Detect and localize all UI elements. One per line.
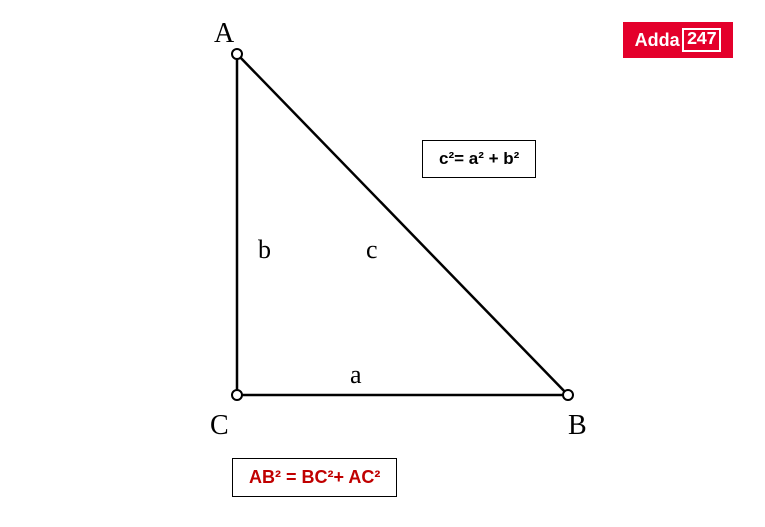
formula-pythagoras-sides: AB² = BC²+ AC² (232, 458, 397, 497)
vertex-C-point (232, 390, 242, 400)
side-label-a: a (350, 360, 362, 390)
vertex-label-C: C (210, 410, 229, 442)
formula-pythagoras-abc: c²= a² + b² (422, 140, 536, 178)
adda247-badge: Adda 247 (623, 22, 733, 58)
badge-text-main: Adda (635, 30, 680, 51)
vertex-label-A: A (214, 18, 234, 50)
badge-text-box: 247 (682, 28, 721, 52)
side-label-b: b (258, 235, 271, 265)
vertex-B-point (563, 390, 573, 400)
side-c-line (237, 54, 568, 395)
vertex-A-point (232, 49, 242, 59)
vertex-label-B: B (568, 410, 587, 442)
side-label-c: c (366, 235, 378, 265)
triangle-diagram (0, 0, 765, 527)
